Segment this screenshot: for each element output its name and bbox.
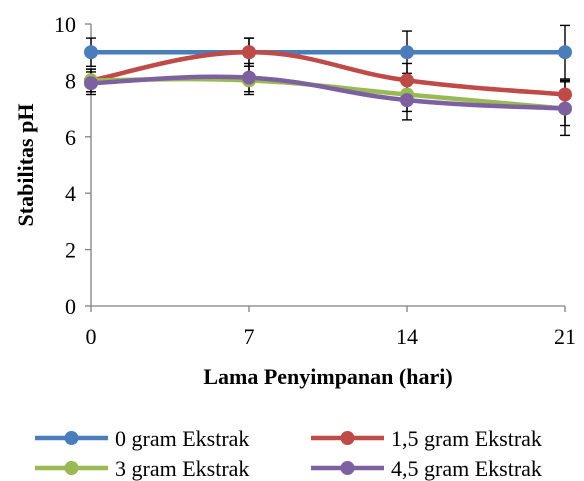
x-tick-label: 7: [244, 324, 255, 349]
series-lines: [90, 49, 566, 111]
data-point: [558, 45, 572, 60]
legend-item-3: 4,5 gram Ekstrak: [311, 456, 542, 481]
legend-item-2: 3 gram Ekstrak: [35, 456, 249, 481]
data-point: [400, 93, 414, 108]
legend-label: 0 gram Ekstrak: [115, 426, 249, 451]
axes: 0 2 4 6 8 10 0 7 14 21: [54, 12, 576, 349]
y-tick-label: 0: [65, 294, 76, 319]
data-point: [242, 70, 256, 85]
data-point: [84, 45, 98, 60]
y-tick-label: 4: [65, 181, 76, 206]
legend-item-1: 1,5 gram Ekstrak: [311, 426, 542, 451]
data-point: [558, 87, 572, 102]
data-point: [242, 45, 256, 60]
x-tick-label: 0: [86, 324, 97, 349]
legend-item-0: 0 gram Ekstrak: [35, 426, 249, 451]
legend-marker: [340, 431, 355, 445]
series-markers: [84, 45, 572, 116]
legend-label: 4,5 gram Ekstrak: [391, 456, 542, 481]
legend-marker: [64, 431, 79, 445]
legend-label: 3 gram Ekstrak: [115, 456, 249, 481]
data-point: [400, 45, 414, 60]
data-point: [84, 76, 98, 91]
data-point: [400, 73, 414, 88]
x-tick-label: 21: [554, 324, 576, 349]
y-axis-title: Stabilitas pH: [13, 104, 38, 227]
y-tick-label: 10: [54, 12, 76, 37]
x-tick-label: 14: [396, 324, 418, 349]
y-tick-label: 2: [65, 238, 76, 263]
legend-marker: [64, 461, 79, 475]
data-point: [558, 101, 572, 116]
y-tick-label: 6: [65, 125, 76, 150]
legend: 0 gram Ekstrak 1,5 gram Ekstrak 3 gram Eks…: [35, 426, 542, 481]
legend-marker: [340, 461, 355, 475]
legend-label: 1,5 gram Ekstrak: [391, 426, 542, 451]
y-tick-label: 8: [65, 68, 76, 93]
series-line-1: [90, 49, 566, 97]
series-line-3: [90, 74, 566, 111]
x-axis-title: Lama Penyimpanan (hari): [203, 364, 452, 389]
